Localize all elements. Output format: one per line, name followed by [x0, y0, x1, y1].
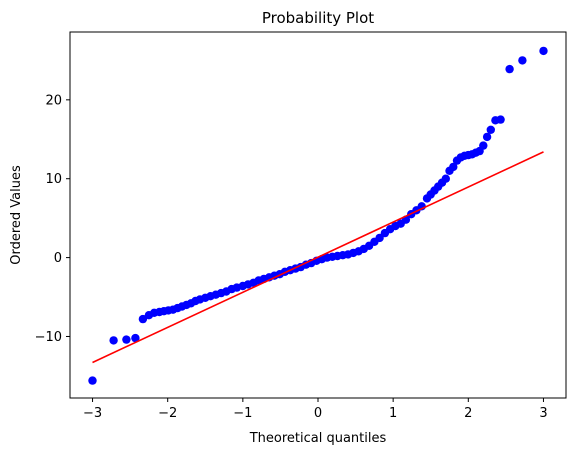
data-point [518, 56, 527, 65]
x-tick-label: −2 [158, 406, 177, 421]
x-tick-label: 3 [539, 406, 547, 421]
chart-title: Probability Plot [262, 9, 374, 27]
fit-line [92, 151, 544, 364]
y-axis: −10 0 10 20 [35, 93, 70, 345]
y-tick-label: 10 [45, 172, 62, 187]
data-point [505, 64, 514, 74]
data-point [479, 141, 488, 150]
x-tick-label: −3 [83, 406, 102, 421]
data-point [539, 46, 548, 56]
plot-area [88, 46, 548, 385]
data-point [109, 336, 118, 345]
x-axis: −3 −2 −1 0 1 2 3 [83, 398, 548, 421]
data-point [138, 314, 148, 324]
y-tick-label: −10 [35, 330, 62, 345]
y-tick-label: 20 [45, 93, 62, 108]
y-tick-label: 0 [54, 251, 62, 266]
data-point [496, 115, 505, 124]
x-axis-label: Theoretical quantiles [249, 431, 387, 446]
x-tick-label: 0 [314, 406, 322, 421]
x-tick-label: 1 [389, 406, 397, 421]
data-point [131, 333, 140, 343]
x-tick-label: 2 [464, 406, 472, 421]
data-point [482, 132, 492, 142]
data-point [122, 335, 131, 344]
y-axis-label: Ordered Values [9, 165, 24, 265]
data-point [441, 174, 450, 183]
data-point [88, 376, 97, 385]
data-point [486, 125, 495, 134]
x-tick-label: −1 [233, 406, 252, 421]
plot-frame [69, 31, 567, 399]
data-point [449, 162, 458, 172]
